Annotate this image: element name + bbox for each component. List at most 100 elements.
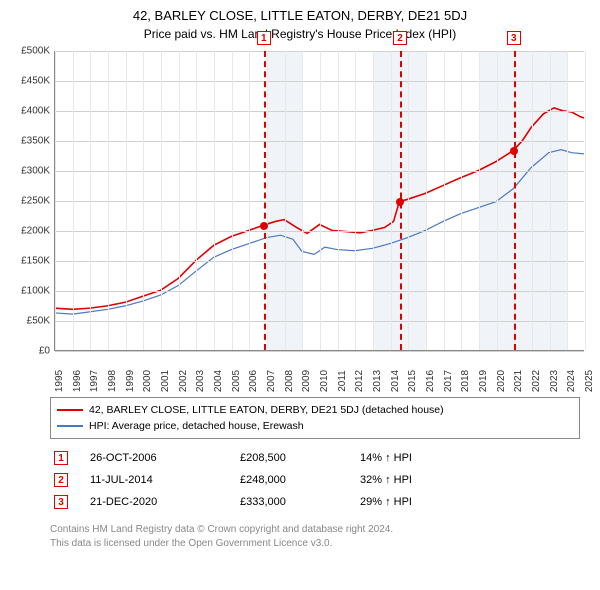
x-axis-label: 2000: [142, 370, 153, 392]
x-axis-label: 2010: [319, 370, 330, 392]
chart-container: 42, BARLEY CLOSE, LITTLE EATON, DERBY, D…: [0, 0, 600, 556]
event-row: 1 26-OCT-2006£208,50014% ↑ HPI: [50, 447, 580, 469]
sale-marker-line: [514, 51, 516, 350]
event-date: 11-JUL-2014: [86, 469, 236, 491]
grid-line-vertical: [108, 51, 109, 350]
events-table: 1 26-OCT-2006£208,50014% ↑ HPI 2 11-JUL-201…: [50, 447, 580, 513]
plot-inner: 123: [54, 51, 584, 351]
event-date: 26-OCT-2006: [86, 447, 236, 469]
event-row: 321-DEC-2020£333,00029% ↑ HPI: [50, 491, 580, 513]
y-axis-labels: £0£50K£100K£150K£200K£250K£300K£350K£400…: [10, 51, 52, 351]
sale-marker-number: 3: [507, 31, 521, 45]
x-axis-label: 2009: [301, 370, 312, 392]
grid-line-vertical: [126, 51, 127, 350]
sale-marker-dot: [260, 222, 268, 230]
grid-line-vertical: [161, 51, 162, 350]
grid-line-vertical: [461, 51, 462, 350]
grid-line-vertical: [444, 51, 445, 350]
sale-marker-line: [264, 51, 266, 350]
sale-marker-dot: [396, 198, 404, 206]
legend-item: HPI: Average price, detached house, Erew…: [57, 418, 573, 434]
sale-marker-dot: [510, 147, 518, 155]
event-price: £208,500: [236, 447, 356, 469]
grid-line-vertical: [391, 51, 392, 350]
y-axis-label: £200K: [21, 226, 50, 237]
x-axis-label: 2019: [478, 370, 489, 392]
event-delta: 29% ↑ HPI: [356, 491, 580, 513]
legend-label: HPI: Average price, detached house, Erew…: [89, 420, 304, 432]
chart-title: 42, BARLEY CLOSE, LITTLE EATON, DERBY, D…: [6, 8, 594, 23]
x-axis-label: 2016: [425, 370, 436, 392]
grid-line-vertical: [338, 51, 339, 350]
event-price: £333,000: [236, 491, 356, 513]
y-axis-label: £100K: [21, 286, 50, 297]
sale-marker-number: 2: [393, 31, 407, 45]
attribution: Contains HM Land Registry data © Crown c…: [50, 523, 580, 550]
grid-line-vertical: [267, 51, 268, 350]
legend-item: 42, BARLEY CLOSE, LITTLE EATON, DERBY, D…: [57, 402, 573, 418]
legend: 42, BARLEY CLOSE, LITTLE EATON, DERBY, D…: [50, 397, 580, 439]
attribution-line-1: Contains HM Land Registry data © Crown c…: [50, 523, 580, 537]
grid-line-vertical: [73, 51, 74, 350]
event-delta: 14% ↑ HPI: [356, 447, 580, 469]
grid-line-vertical: [179, 51, 180, 350]
x-axis-label: 1995: [54, 370, 65, 392]
y-axis-label: £150K: [21, 256, 50, 267]
y-axis-label: £0: [39, 346, 50, 357]
grid-line-vertical: [408, 51, 409, 350]
x-axis-label: 2013: [372, 370, 383, 392]
grid-line-vertical: [90, 51, 91, 350]
grid-line-vertical: [196, 51, 197, 350]
grid-line-vertical: [232, 51, 233, 350]
x-axis-label: 2008: [284, 370, 295, 392]
x-axis-label: 2001: [160, 370, 171, 392]
y-axis-label: £300K: [21, 166, 50, 177]
y-axis-label: £350K: [21, 136, 50, 147]
event-date: 21-DEC-2020: [86, 491, 236, 513]
grid-line-vertical: [302, 51, 303, 350]
x-axis-label: 2004: [213, 370, 224, 392]
x-axis-label: 2023: [549, 370, 560, 392]
grid-line-vertical: [249, 51, 250, 350]
event-marker: 1: [54, 451, 68, 465]
legend-label: 42, BARLEY CLOSE, LITTLE EATON, DERBY, D…: [89, 404, 444, 416]
grid-line-vertical: [320, 51, 321, 350]
x-axis-label: 2025: [584, 370, 595, 392]
x-axis-labels: 1995199619971998199920002001200220032004…: [54, 353, 584, 391]
grid-line-vertical: [550, 51, 551, 350]
grid-line-horizontal: [55, 351, 584, 352]
legend-swatch: [57, 409, 83, 411]
grid-line-vertical: [567, 51, 568, 350]
x-axis-label: 2020: [496, 370, 507, 392]
grid-line-vertical: [285, 51, 286, 350]
y-axis-label: £250K: [21, 196, 50, 207]
x-axis-label: 2015: [407, 370, 418, 392]
grid-line-vertical: [143, 51, 144, 350]
x-axis-label: 1996: [72, 370, 83, 392]
x-axis-label: 1997: [89, 370, 100, 392]
x-axis-label: 2003: [195, 370, 206, 392]
y-axis-label: £450K: [21, 76, 50, 87]
grid-line-vertical: [585, 51, 586, 350]
x-axis-label: 2021: [513, 370, 524, 392]
y-axis-label: £500K: [21, 46, 50, 57]
grid-line-vertical: [497, 51, 498, 350]
event-price: £248,000: [236, 469, 356, 491]
event-row: 211-JUL-2014£248,00032% ↑ HPI: [50, 469, 580, 491]
x-axis-label: 2011: [337, 370, 348, 392]
grid-line-vertical: [426, 51, 427, 350]
grid-line-vertical: [532, 51, 533, 350]
grid-line-vertical: [355, 51, 356, 350]
x-axis-label: 2012: [354, 370, 365, 392]
grid-line-vertical: [55, 51, 56, 350]
x-axis-label: 1998: [107, 370, 118, 392]
chart-subtitle: Price paid vs. HM Land Registry's House …: [6, 27, 594, 41]
x-axis-label: 2007: [266, 370, 277, 392]
legend-swatch: [57, 425, 83, 427]
y-axis-label: £400K: [21, 106, 50, 117]
y-axis-label: £50K: [27, 316, 50, 327]
sale-marker-number: 1: [257, 31, 271, 45]
event-marker: 2: [54, 473, 68, 487]
x-axis-label: 2017: [443, 370, 454, 392]
attribution-line-2: This data is licensed under the Open Gov…: [50, 537, 580, 551]
